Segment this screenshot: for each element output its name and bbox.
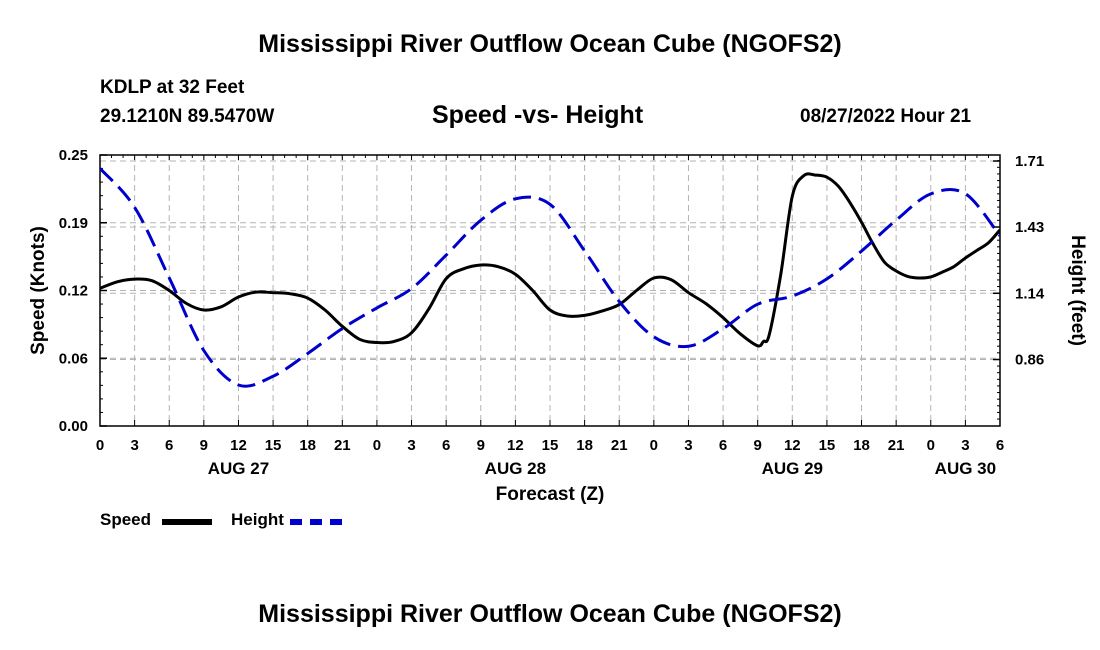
y-left-tick-label: 0.12 bbox=[59, 283, 88, 300]
x-date-label: AUG 28 bbox=[485, 459, 546, 478]
forecast-datetime: 08/27/2022 Hour 21 bbox=[800, 106, 972, 127]
y-left-axis-title: Speed (Knots) bbox=[28, 226, 49, 355]
y-right-tick-label: 0.86 bbox=[1015, 352, 1044, 369]
x-tick-label: 15 bbox=[265, 437, 282, 454]
y-right-axis-title: Height (feet) bbox=[1067, 235, 1088, 346]
x-tick-label: 21 bbox=[888, 437, 905, 454]
x-tick-label: 15 bbox=[542, 437, 559, 454]
x-date-label: AUG 27 bbox=[208, 459, 269, 478]
y-left-tick-label: 0.19 bbox=[59, 215, 88, 232]
x-tick-label: 18 bbox=[853, 437, 870, 454]
x-tick-label: 0 bbox=[650, 437, 658, 454]
station-coordinates: 29.1210N 89.5470W bbox=[100, 106, 275, 127]
x-date-label: AUG 30 bbox=[935, 459, 996, 478]
x-tick-label: 6 bbox=[165, 437, 173, 454]
x-axis-title: Forecast (Z) bbox=[496, 484, 605, 505]
footer-title: Mississippi River Outflow Ocean Cube (NG… bbox=[258, 600, 842, 628]
x-tick-label: 12 bbox=[784, 437, 801, 454]
y-right-tick-label: 1.43 bbox=[1015, 219, 1044, 236]
legend-height-label: Height bbox=[231, 510, 284, 529]
legend-speed-label: Speed bbox=[100, 510, 152, 529]
chart-subtitle: Speed -vs- Height bbox=[432, 101, 644, 129]
station-label: KDLP at 32 Feet bbox=[100, 77, 245, 98]
x-tick-label: 21 bbox=[334, 437, 351, 454]
x-tick-label: 0 bbox=[96, 437, 104, 454]
x-tick-label: 15 bbox=[819, 437, 836, 454]
y-left-tick-label: 0.06 bbox=[59, 350, 88, 367]
y-left-tick-label: 0.25 bbox=[59, 147, 88, 164]
y-right-tick-label: 1.71 bbox=[1015, 153, 1044, 170]
x-tick-label: 18 bbox=[576, 437, 593, 454]
x-tick-label: 3 bbox=[130, 437, 138, 454]
x-tick-label: 3 bbox=[961, 437, 969, 454]
x-tick-label: 9 bbox=[477, 437, 485, 454]
x-tick-label: 0 bbox=[927, 437, 935, 454]
x-tick-label: 3 bbox=[407, 437, 415, 454]
x-tick-label: 0 bbox=[373, 437, 381, 454]
x-tick-label: 6 bbox=[442, 437, 450, 454]
legend-speed-swatch bbox=[162, 519, 212, 525]
y-right-tick-label: 1.14 bbox=[1015, 285, 1045, 302]
x-tick-label: 9 bbox=[754, 437, 762, 454]
x-tick-label: 21 bbox=[611, 437, 628, 454]
x-tick-label: 12 bbox=[507, 437, 524, 454]
legend-height-swatch bbox=[290, 519, 342, 525]
x-tick-label: 3 bbox=[684, 437, 692, 454]
x-tick-label: 18 bbox=[299, 437, 316, 454]
x-date-label: AUG 29 bbox=[762, 459, 823, 478]
x-tick-label: 6 bbox=[719, 437, 727, 454]
y-left-tick-label: 0.00 bbox=[59, 418, 88, 435]
x-tick-label: 9 bbox=[200, 437, 208, 454]
height-series-line bbox=[100, 167, 1000, 388]
x-tick-label: 6 bbox=[996, 437, 1004, 454]
chart-title: Mississippi River Outflow Ocean Cube (NG… bbox=[258, 30, 842, 58]
speed-series-line bbox=[100, 172, 1000, 348]
x-tick-label: 12 bbox=[230, 437, 247, 454]
